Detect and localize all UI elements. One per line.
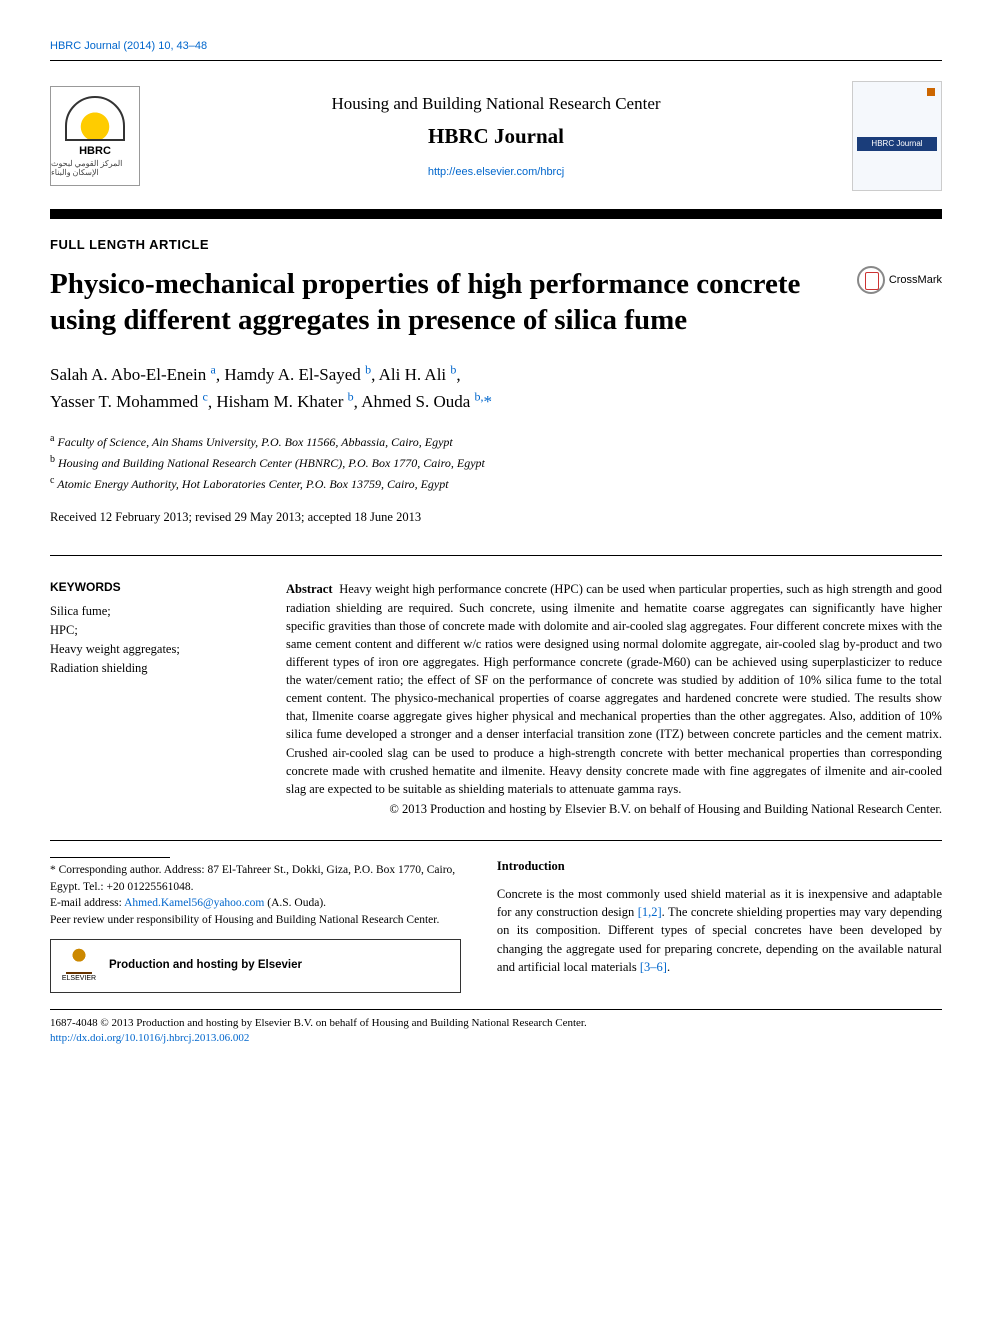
cover-accent-icon (927, 88, 935, 96)
crossmark-badge[interactable]: CrossMark (857, 266, 942, 294)
masthead-center: Housing and Building National Research C… (140, 94, 852, 179)
author: Ahmed S. Ouda b,* (361, 392, 492, 411)
production-text: Production and hosting by Elsevier (109, 957, 302, 974)
elsevier-tree-icon (66, 948, 92, 974)
abstract-label: Abstract (286, 582, 333, 596)
ref-link[interactable]: [3–6] (640, 960, 667, 974)
footer-block: 1687-4048 © 2013 Production and hosting … (50, 1016, 942, 1047)
introduction-column: Introduction Concrete is the most common… (497, 857, 942, 993)
author: Yasser T. Mohammed c (50, 392, 208, 411)
after-abstract-rule (50, 840, 942, 841)
affiliations-block: a Faculty of Science, Ain Shams Universi… (50, 431, 942, 495)
elsevier-label: ELSEVIER (62, 974, 96, 984)
cover-band-label: HBRC Journal (857, 137, 937, 151)
affiliation: b Housing and Building National Research… (50, 452, 942, 473)
doi-link[interactable]: http://dx.doi.org/10.1016/j.hbrcj.2013.0… (50, 1032, 249, 1044)
affiliation: a Faculty of Science, Ain Shams Universi… (50, 431, 942, 452)
header-citation: HBRC Journal (2014) 10, 43–48 (50, 40, 942, 52)
keywords-heading: KEYWORDS (50, 580, 250, 594)
peer-review-text: Peer review under responsibility of Hous… (50, 912, 461, 929)
author: Hamdy A. El-Sayed b (224, 365, 371, 384)
abstract-text: Heavy weight high performance concrete (… (286, 582, 942, 795)
ref-link[interactable]: [1,2] (638, 905, 662, 919)
masthead: HBRC المركز القومي لبحوث الإسكان والبناء… (50, 73, 942, 203)
corresponding-email-link[interactable]: Ahmed.Kamel56@yahoo.com (124, 897, 264, 909)
keywords-list: Silica fume; HPC; Heavy weight aggregate… (50, 602, 250, 677)
top-rule (50, 60, 942, 61)
article-title: Physico-mechanical properties of high pe… (50, 266, 837, 339)
crossmark-label: CrossMark (889, 274, 942, 286)
journal-name: HBRC Journal (140, 124, 852, 149)
author: Hisham M. Khater b (216, 392, 353, 411)
logo-text: HBRC (79, 145, 111, 157)
introduction-paragraph: Concrete is the most commonly used shiel… (497, 885, 942, 976)
author: Salah A. Abo-El-Enein a (50, 365, 216, 384)
authors-block: Salah A. Abo-El-Enein a, Hamdy A. El-Say… (50, 361, 942, 415)
logo-arch-icon (65, 96, 125, 141)
journal-url-link[interactable]: http://ees.elsevier.com/hbrcj (428, 166, 564, 178)
org-name: Housing and Building National Research C… (140, 94, 852, 114)
corr-short-rule (50, 857, 170, 858)
crossmark-icon (857, 266, 885, 294)
author: Ali H. Ali b (379, 365, 457, 384)
mid-rule (50, 555, 942, 556)
abstract-copyright: © 2013 Production and hosting by Elsevie… (286, 800, 942, 818)
corresponding-text: * Corresponding author. Address: 87 El-T… (50, 862, 461, 895)
journal-cover-thumb: HBRC Journal (852, 81, 942, 191)
elsevier-logo: ELSEVIER (61, 946, 97, 986)
corresponding-email-line: E-mail address: Ahmed.Kamel56@yahoo.com … (50, 895, 461, 912)
article-dates: Received 12 February 2013; revised 29 Ma… (50, 510, 942, 525)
corresponding-column: * Corresponding author. Address: 87 El-T… (50, 857, 461, 993)
production-hosting-box: ELSEVIER Production and hosting by Elsev… (50, 939, 461, 993)
article-type-label: FULL LENGTH ARTICLE (50, 237, 942, 252)
footer-rule (50, 1009, 942, 1010)
logo-arabic: المركز القومي لبحوث الإسكان والبناء (51, 159, 139, 177)
thick-rule (50, 209, 942, 219)
affiliation: c Atomic Energy Authority, Hot Laborator… (50, 473, 942, 494)
footer-copyright: 1687-4048 © 2013 Production and hosting … (50, 1016, 942, 1031)
abstract-column: Abstract Heavy weight high performance c… (286, 580, 942, 818)
hbrc-logo: HBRC المركز القومي لبحوث الإسكان والبناء (50, 86, 140, 186)
introduction-heading: Introduction (497, 857, 942, 875)
keywords-column: KEYWORDS Silica fume; HPC; Heavy weight … (50, 580, 250, 818)
